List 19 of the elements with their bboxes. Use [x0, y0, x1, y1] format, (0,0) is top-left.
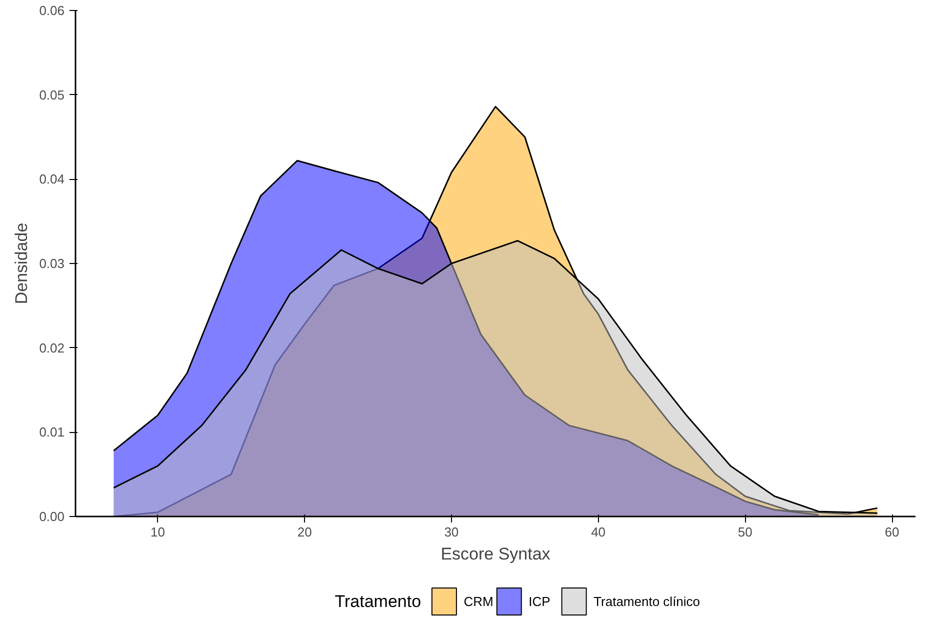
x-tick-label: 30 [444, 524, 459, 540]
y-tick-label: 0.02 [39, 340, 65, 356]
x-tick-label: 60 [884, 524, 900, 540]
legend-label: Tratamento clínico [594, 594, 700, 609]
x-tick-label: 40 [591, 524, 606, 540]
y-tick-label: 0.04 [39, 172, 65, 187]
y-axis-title: Densidade [12, 222, 32, 304]
x-tick-label: 20 [297, 524, 312, 540]
y-tick-label: 0.03 [39, 256, 65, 271]
y-tick-label: 0.06 [39, 3, 65, 18]
legend-label: CRM [464, 594, 494, 609]
y-tick-label: 0.05 [39, 87, 65, 102]
y-tick-label: 0.00 [39, 509, 65, 524]
y-tick-label: 0.01 [39, 424, 65, 440]
legend-label: ICP [528, 594, 550, 609]
x-tick-label: 10 [150, 524, 165, 540]
x-tick-label: 50 [738, 524, 752, 540]
legend-title: Tratamento [334, 592, 422, 611]
x-axis-title: Escore Syntax [440, 544, 551, 564]
